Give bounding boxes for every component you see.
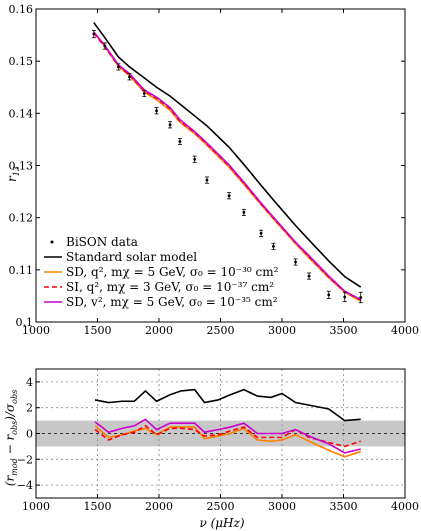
data-point	[307, 274, 311, 278]
top-x-tick-label: 3000	[268, 324, 296, 337]
top-x-tick-label: 1000	[22, 324, 50, 337]
top-x-tick-label: 2000	[145, 324, 173, 337]
data-point	[178, 140, 182, 143]
bottom-x-tick-label: 1000	[22, 500, 50, 513]
data-point	[103, 44, 107, 48]
bottom-y-tick-label: 4	[26, 376, 33, 389]
bottom-series-line-2	[94, 424, 361, 448]
data-point	[359, 296, 363, 299]
bottom-x-tick-label: 4000	[391, 500, 419, 513]
bottom-x-axis-label: ν (μHz)	[199, 516, 244, 530]
bottom-series-line-3	[94, 418, 361, 454]
top-y-tick-label: 0.13	[9, 160, 34, 173]
top-y-tick-label: 0.12	[9, 212, 34, 225]
data-point	[327, 293, 331, 297]
top-x-tick-label: 2500	[207, 324, 235, 337]
data-point	[227, 194, 231, 198]
bottom-x-tick-label: 1500	[84, 500, 112, 513]
legend-label-0: BiSON data	[66, 235, 138, 249]
top-y-axis-label: r13	[5, 166, 21, 182]
top-y-tick-label: 0.11	[9, 264, 34, 277]
data-point	[271, 244, 275, 248]
bottom-series-line-0	[94, 388, 361, 422]
legend-label-1: Standard solar model	[66, 250, 197, 264]
data-point	[294, 260, 297, 264]
legend-label-3: SI, q², mχ = 3 GeV, σ₀ = 10⁻³⁷ cm²	[66, 280, 274, 294]
bottom-y-axis-label: (rmod − robs)/σobs	[3, 390, 19, 486]
top-x-tick-label: 1500	[84, 324, 112, 337]
bottom-x-tick-label: 3500	[330, 500, 358, 513]
bottom-panel: 1000 1500 2000 2500 3000 3500 4000 −4 −2 0 2 4	[17, 368, 419, 513]
data-point	[259, 231, 263, 235]
top-panel: 1000 1500 2000 2500 3000 3500 4000 0.1 0.11 0.12 0…	[9, 3, 420, 337]
top-y-tick-label: 0.15	[9, 55, 34, 68]
data-point	[128, 75, 131, 79]
top-series-line-1	[93, 22, 362, 288]
bottom-x-tick-label: 2500	[207, 500, 235, 513]
bottom-y-tick-label: −2	[17, 453, 33, 466]
data-point	[168, 123, 172, 127]
legend-marker-0	[50, 240, 54, 244]
bottom-x-tick-label: 2000	[145, 500, 173, 513]
bottom-y-tick-label: −4	[17, 479, 33, 492]
data-point	[343, 295, 347, 299]
bottom-x-tick-label: 3000	[268, 500, 296, 513]
bottom-y-tick-label: 2	[26, 402, 33, 415]
data-point	[92, 32, 96, 36]
top-y-tick-label: 0.16	[9, 3, 34, 16]
top-x-tick-label: 3500	[330, 324, 358, 337]
data-point	[193, 157, 197, 161]
legend-label-2: SD, q², mχ = 5 GeV, σ₀ = 10⁻³⁰ cm²	[66, 265, 279, 279]
top-y-tick-label: 0.14	[9, 107, 34, 120]
data-point	[242, 211, 246, 214]
top-x-tick-label: 4000	[391, 324, 419, 337]
bottom-y-tick-label: 0	[26, 428, 33, 441]
data-point	[155, 109, 158, 113]
data-point	[142, 92, 146, 95]
top-y-tick-label: 0.1	[16, 316, 34, 329]
legend-label-4: SD, v², mχ = 5 GeV, σ₀ = 10⁻³⁵ cm²	[66, 295, 278, 309]
data-point	[117, 65, 120, 69]
data-point	[205, 178, 209, 182]
